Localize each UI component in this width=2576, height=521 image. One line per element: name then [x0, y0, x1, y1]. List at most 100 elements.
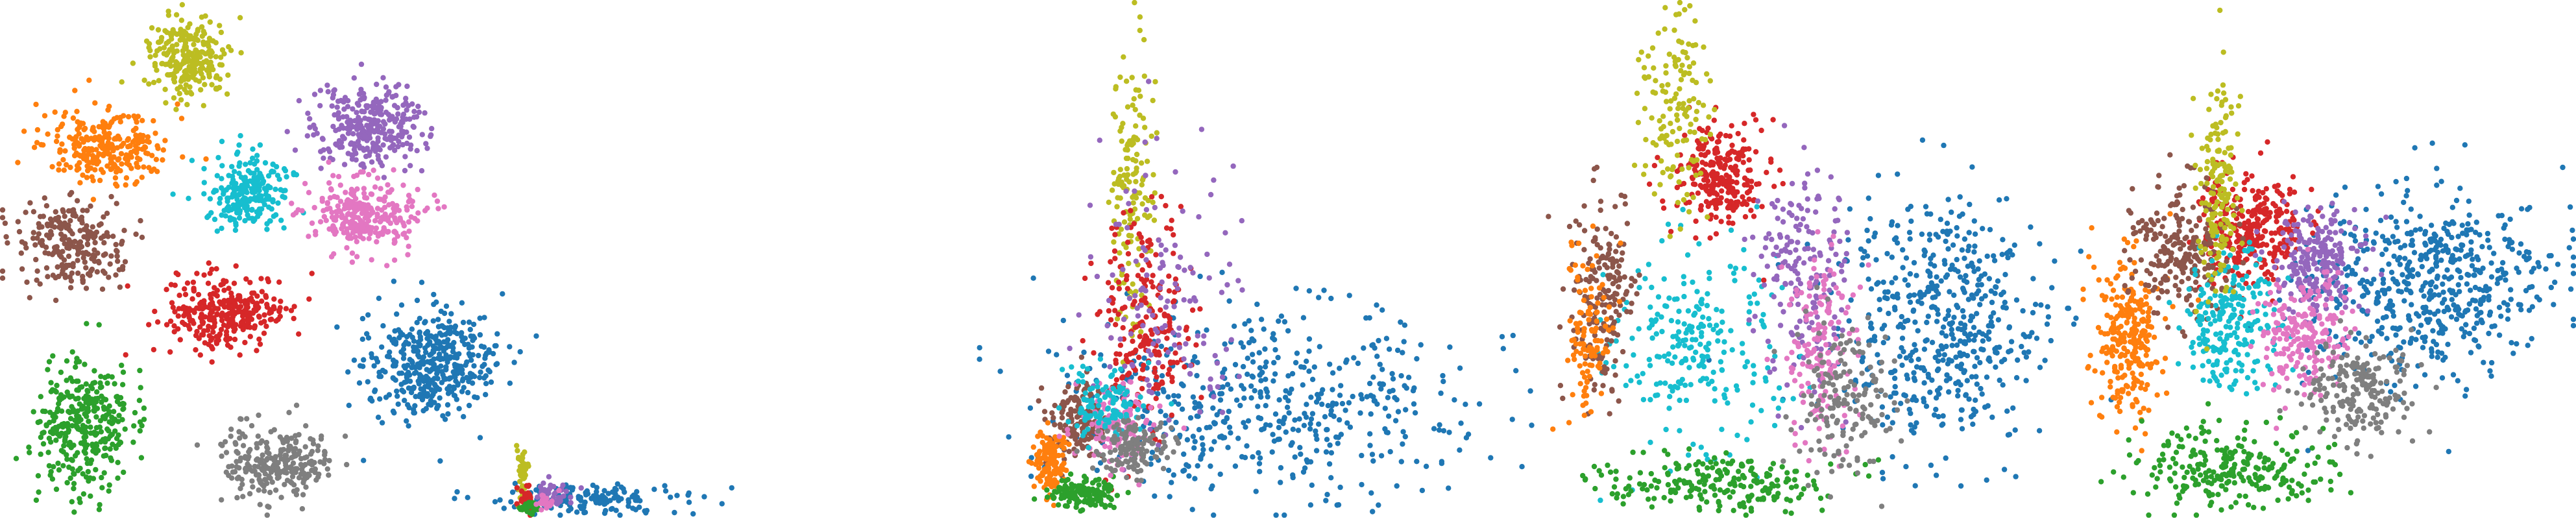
scatter-point-blue	[1171, 472, 1177, 478]
scatter-point-brown	[34, 235, 40, 241]
scatter-point-orange	[131, 113, 137, 119]
scatter-point-gray	[289, 435, 295, 441]
scatter-point-cyan	[1108, 373, 1114, 380]
scatter-point-gray	[302, 476, 308, 483]
scatter-point-brown	[60, 207, 66, 213]
scatter-point-blue	[1368, 490, 1374, 496]
scatter-point-red	[1163, 225, 1170, 231]
scatter-point-red	[1119, 375, 1125, 381]
scatter-point-purple	[1173, 281, 1178, 287]
scatter-point-olive	[141, 77, 147, 83]
scatter-point-blue	[1271, 337, 1278, 343]
scatter-point-blue	[456, 406, 462, 411]
scatter-point-blue	[1367, 442, 1373, 448]
scatter-point-blue	[446, 319, 452, 324]
scatter-point-brown	[94, 269, 100, 275]
scatter-point-blue	[371, 363, 377, 369]
scatter-point-red	[1105, 280, 1112, 285]
scatter-point-purple	[1126, 200, 1132, 206]
scatter-point-red	[1150, 273, 1156, 278]
scatter-point-blue	[399, 387, 405, 393]
scatter-point-purple	[1196, 214, 1202, 220]
scatter-point-olive	[515, 448, 520, 454]
scatter-point-purple	[560, 482, 566, 488]
scatter-point-blue	[1313, 448, 1320, 454]
scatter-point-pink	[330, 228, 336, 234]
scatter-point-red	[1178, 204, 1184, 210]
scatter-point-olive	[191, 35, 197, 42]
scatter-point-purple	[325, 146, 332, 152]
scatter-point-purple	[404, 107, 409, 113]
scatter-point-gray	[282, 459, 289, 465]
scatter-point-pink	[404, 235, 409, 241]
scatter-point-olive	[1132, 0, 1137, 6]
scatter-point-green	[72, 453, 79, 459]
scatter-point-olive	[200, 39, 206, 45]
scatter-point-red	[233, 263, 239, 269]
scatter-point-brown	[48, 228, 54, 235]
scatter-point-cyan	[232, 188, 237, 193]
scatter-point-brown	[91, 247, 97, 253]
scatter-point-blue	[1488, 455, 1494, 461]
scatter-point-red	[164, 322, 170, 328]
scatter-point-olive	[174, 48, 180, 54]
scatter-point-olive	[228, 47, 234, 53]
scatter-point-blue	[1394, 483, 1400, 489]
scatter-point-gray	[228, 433, 234, 439]
scatter-point-cyan	[223, 187, 229, 193]
scatter-point-purple	[1211, 394, 1217, 400]
scatter-point-green	[67, 394, 73, 400]
scatter-point-blue	[1186, 473, 1192, 479]
scatter-point-pink	[369, 257, 374, 263]
scatter-point-purple	[383, 97, 389, 103]
scatter-point-olive	[189, 60, 195, 66]
scatter-point-cyan	[1074, 423, 1080, 429]
scatter-point-blue	[574, 509, 580, 515]
scatter-point-green	[79, 406, 84, 412]
scatter-point-blue	[443, 364, 449, 370]
scatter-point-olive	[218, 55, 224, 60]
scatter-point-orange	[203, 156, 209, 162]
scatter-point-purple	[1172, 342, 1178, 348]
scatter-point-blue	[1286, 410, 1292, 416]
scatter-point-pink	[409, 199, 415, 204]
scatter-point-purple	[311, 132, 317, 138]
scatter-point-green	[1096, 482, 1102, 488]
scatter-point-blue	[1379, 367, 1385, 372]
scatter-point-purple	[1107, 364, 1113, 370]
scatter-point-orange	[1038, 473, 1043, 479]
scatter-point-orange	[135, 114, 141, 119]
scatter-point-green	[50, 353, 56, 359]
scatter-point-blue	[1190, 394, 1197, 400]
scatter-point-blue	[1191, 445, 1197, 451]
scatter-point-red	[1139, 267, 1145, 273]
scatter-point-red	[1123, 352, 1130, 359]
scatter-point-pink	[352, 234, 358, 240]
scatter-point-blue	[1359, 452, 1365, 459]
scatter-point-olive	[1141, 73, 1148, 79]
scatter-point-olive	[521, 465, 527, 472]
scatter-point-purple	[1123, 188, 1129, 194]
scatter-point-olive	[161, 45, 167, 51]
scatter-point-pink	[324, 206, 330, 212]
scatter-point-blue	[1401, 339, 1407, 345]
scatter-point-blue	[590, 482, 596, 489]
scatter-point-brown	[53, 274, 58, 281]
scatter-point-blue	[437, 356, 443, 363]
scatter-point-red	[1171, 359, 1176, 365]
scatter-point-purple	[331, 88, 337, 94]
scatter-point-purple	[381, 175, 387, 180]
scatter-point-blue	[1327, 361, 1333, 367]
scatter-point-olive	[171, 95, 177, 101]
scatter-point-blue	[1355, 360, 1361, 367]
scatter-point-cyan	[1082, 390, 1089, 396]
scatter-point-blue	[1226, 408, 1232, 415]
scatter-point-brown	[69, 189, 75, 196]
scatter-point-orange	[98, 143, 104, 149]
scatter-point-orange	[108, 120, 114, 126]
scatter-point-blue	[1211, 512, 1217, 518]
scatter-point-blue	[1529, 422, 1535, 428]
scatter-point-red	[254, 348, 260, 354]
scatter-point-blue	[1180, 383, 1186, 389]
scatter-point-pink	[385, 228, 391, 235]
